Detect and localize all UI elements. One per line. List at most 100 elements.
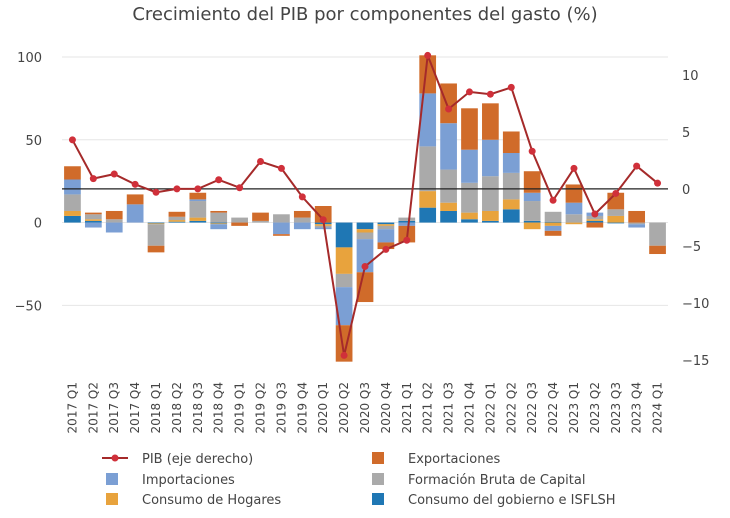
legend-item-label[interactable]: Exportaciones	[408, 452, 500, 467]
bar-segment	[544, 211, 562, 222]
bar-segment	[64, 179, 81, 195]
bar-segment	[482, 220, 499, 223]
bar-segment	[84, 212, 102, 215]
bar-segment	[210, 223, 228, 225]
bar-segment	[64, 215, 81, 223]
right-axis-tick-label: −10	[682, 297, 709, 312]
x-tick-label: 2019 Q3	[274, 382, 288, 433]
bar-segment	[314, 225, 332, 228]
legend-color-swatch	[372, 452, 384, 464]
x-tick-label: 2018 Q2	[170, 382, 184, 433]
bar-segment	[461, 182, 478, 213]
bar-segment	[461, 149, 478, 183]
bar-segment	[502, 199, 520, 210]
bar-segment	[586, 220, 604, 223]
bar-segment	[607, 222, 625, 224]
pib-point	[194, 185, 202, 193]
bar-segment	[356, 229, 374, 233]
pib-point	[654, 179, 662, 187]
bar-segment	[147, 224, 165, 246]
bar-segment	[231, 222, 248, 226]
x-tick-label: 2020 Q1	[316, 382, 330, 433]
bar-segment	[147, 245, 165, 253]
bar-segment	[189, 220, 207, 223]
bar-segment	[168, 216, 186, 221]
bar-segment	[84, 222, 102, 228]
bar-segment	[335, 273, 353, 288]
pib-point	[68, 136, 76, 144]
bar-segment	[189, 199, 207, 202]
bar-segment	[586, 219, 604, 221]
x-tick-label: 2017 Q4	[128, 382, 142, 433]
bar-segment	[356, 272, 374, 303]
x-tick-label: 2019 Q4	[295, 382, 309, 433]
bar-segment	[273, 234, 290, 236]
x-tick-label: 2021 Q1	[400, 382, 414, 433]
bar-segment	[565, 184, 583, 203]
bar-segment	[335, 287, 353, 326]
bar-segment	[523, 222, 541, 230]
bar-segment	[168, 211, 186, 217]
pib-point	[570, 164, 578, 172]
bar-segment	[419, 146, 437, 192]
bar-segment	[377, 222, 395, 225]
bar-segment	[377, 225, 395, 230]
pib-point	[319, 216, 327, 224]
bar-segment	[168, 220, 186, 222]
bar-segment	[502, 209, 520, 223]
chart-title: Crecimiento del PIB por componentes del …	[132, 4, 598, 25]
legend-item-label[interactable]: Consumo del gobierno e ISFLSH	[408, 493, 616, 508]
right-axis-tick-label: 5	[682, 126, 690, 141]
x-tick-label: 2022 Q3	[525, 382, 539, 433]
bar-segment	[210, 222, 228, 224]
bar-segment	[440, 169, 457, 203]
x-tick-label: 2017 Q2	[86, 382, 100, 433]
pib-point	[277, 164, 285, 172]
bar-segment	[607, 215, 625, 223]
bar-segment	[419, 93, 437, 147]
bar-segment	[273, 214, 290, 223]
legend-line-marker	[111, 454, 119, 462]
legend-item-label[interactable]: Formación Bruta de Capital	[408, 473, 585, 488]
x-tick-label: 2018 Q4	[212, 382, 226, 433]
bar-segment	[565, 222, 583, 225]
pib-point	[215, 176, 223, 184]
bar-segment	[482, 210, 499, 221]
bar-segment	[377, 242, 395, 250]
bar-segment	[523, 201, 541, 221]
legend-item-label[interactable]: Importaciones	[142, 473, 235, 488]
bar-segment	[544, 230, 562, 236]
x-tick-label: 2018 Q3	[191, 382, 205, 433]
bar-segment	[440, 83, 457, 124]
legend-item-label[interactable]: Consumo de Hogares	[142, 493, 281, 508]
bar-segment	[84, 214, 102, 220]
bar-segment	[523, 171, 541, 193]
pib-point	[486, 90, 494, 98]
pib-point	[89, 175, 97, 183]
legend-item-label[interactable]: PIB (eje derecho)	[142, 452, 253, 467]
bar-segment	[335, 247, 353, 274]
right-axis-tick-label: 10	[682, 69, 699, 84]
x-tick-label: 2024 Q1	[651, 382, 665, 433]
bar-segment	[377, 229, 395, 243]
bar-segment	[461, 219, 478, 223]
bar-segment	[231, 217, 248, 223]
right-axis-tick-label: −5	[682, 240, 701, 255]
bar-segment	[565, 214, 583, 223]
x-tick-label: 2019 Q2	[254, 382, 268, 433]
bar-segment	[440, 210, 457, 223]
pib-point	[445, 105, 453, 113]
pib-point	[257, 158, 265, 166]
x-tick-label: 2023 Q1	[567, 382, 581, 433]
bar-segment	[440, 123, 457, 170]
pib-point	[403, 236, 411, 244]
bar-segment	[84, 220, 102, 223]
legend-color-swatch	[106, 473, 118, 485]
bar-segment	[398, 217, 416, 221]
pib-point	[152, 188, 160, 196]
x-tick-label: 2020 Q4	[379, 382, 393, 433]
bar-segment	[105, 210, 123, 220]
bar-segment	[565, 202, 583, 215]
bar-segment	[189, 192, 207, 200]
bar-segment	[628, 222, 646, 225]
